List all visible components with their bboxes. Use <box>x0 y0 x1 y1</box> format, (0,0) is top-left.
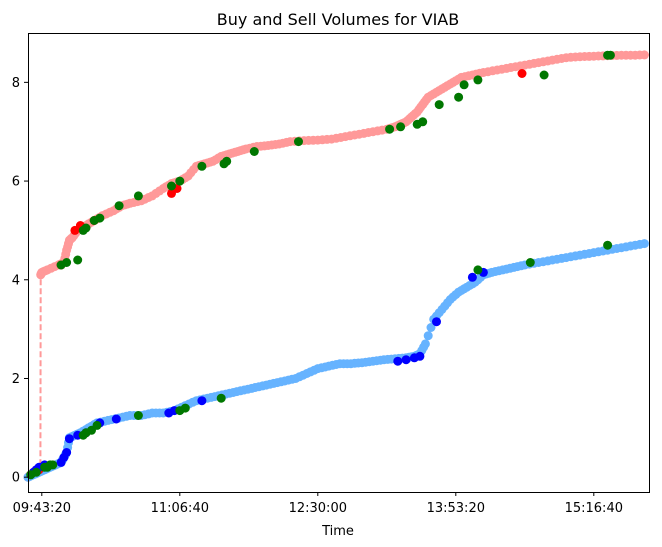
marker-point <box>396 122 406 132</box>
x-axis-title: Time <box>321 524 354 539</box>
y-axis: 0 2 4 6 8 <box>12 76 28 486</box>
marker-point <box>180 403 190 413</box>
marker-point <box>222 156 232 166</box>
buy-highlight-point <box>401 355 411 365</box>
marker-point <box>26 470 36 480</box>
marker-point <box>62 258 72 267</box>
buy-highlight-point <box>62 448 72 457</box>
x-axis: 09:43:20 11:06:40 12:30:00 13:53:20 15:16:40 <box>13 492 623 516</box>
x-tick-label: 12:30:00 <box>289 501 347 516</box>
y-tick-label: 2 <box>12 372 20 387</box>
marker-point <box>92 420 102 430</box>
x-tick-label: 15:16:40 <box>565 501 623 516</box>
marker-point <box>45 460 55 470</box>
x-tick-label: 09:43:20 <box>13 501 71 516</box>
y-tick-label: 4 <box>12 273 20 288</box>
marker-point <box>133 191 143 201</box>
y-tick-label: 6 <box>12 175 20 190</box>
marker-point <box>473 265 483 275</box>
sell-highlight-point <box>517 69 527 78</box>
buy-highlight-point <box>111 414 121 424</box>
buy-highlight-point <box>467 272 477 282</box>
marker-point <box>434 100 444 110</box>
marker-point <box>197 161 207 171</box>
marker-point <box>73 255 83 265</box>
marker-point <box>294 137 303 147</box>
plot-frame <box>28 33 650 493</box>
marker-point <box>175 176 185 186</box>
y-tick-label: 8 <box>12 76 20 91</box>
x-tick-label: 13:53:20 <box>427 501 485 516</box>
marker-point <box>539 70 549 80</box>
buy-point <box>420 339 430 349</box>
marker-point <box>605 50 615 60</box>
marker-point <box>216 393 226 403</box>
buy-highlight-point <box>432 317 441 327</box>
buy-point <box>423 331 433 341</box>
marker-point <box>114 201 124 211</box>
buy-highlight-point <box>197 396 207 406</box>
y-tick-label: 0 <box>12 471 20 486</box>
marker-point <box>385 124 395 134</box>
buy-point <box>426 323 436 332</box>
marker-point <box>525 258 535 267</box>
marker-point <box>418 117 428 127</box>
buy-highlight-point <box>64 434 74 444</box>
sell-point <box>639 50 649 60</box>
marker-point <box>249 147 259 156</box>
marker-point <box>95 213 105 223</box>
marker-point <box>603 240 613 250</box>
marker-point <box>473 75 483 85</box>
plot-area <box>23 50 650 482</box>
marker-point <box>81 223 91 233</box>
buy-highlight-point <box>415 351 425 361</box>
marker-point <box>454 92 464 102</box>
marker-point <box>167 181 176 191</box>
chart-title: Buy and Sell Volumes for VIAB <box>217 10 459 29</box>
buy-highlight-point <box>393 356 403 366</box>
marker-point <box>459 80 469 90</box>
marker-point <box>133 411 143 420</box>
buy-point <box>639 239 649 249</box>
x-tick-label: 11:06:40 <box>151 501 209 516</box>
